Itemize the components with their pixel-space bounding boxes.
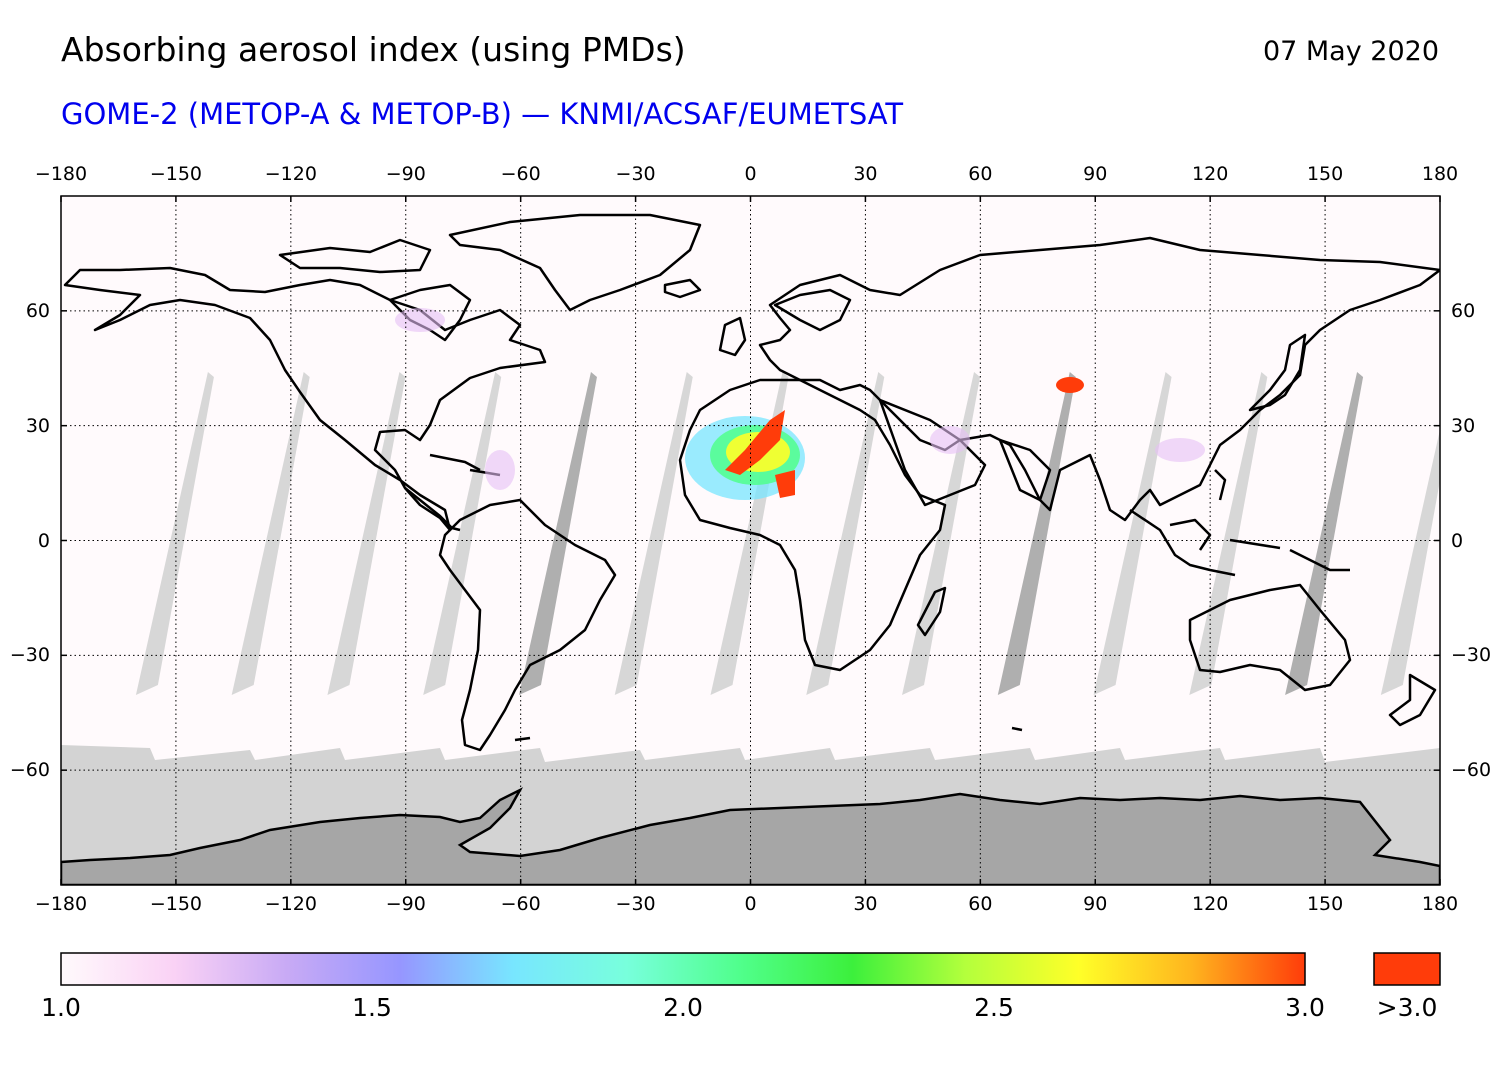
lat-tick-label-right: −60 [1451,759,1492,782]
lat-tick-label-left: 30 [25,414,50,437]
orbit-gap-swath [423,372,502,695]
orbit-gap-swath [1285,372,1364,695]
lon-tick-label-top: 30 [853,163,878,185]
greenland-coastline [448,213,702,312]
map-tickmarks [60,196,1441,885]
scandinavia-coastline [773,288,852,332]
colorbar-overflow-swatch [1373,952,1441,986]
lon-tick-label-bottom: 0 [744,893,757,915]
lon-tick-label-top: 90 [1083,163,1108,185]
lon-tick-label-bottom: −120 [264,893,317,915]
lon-tick-label-bottom: −180 [34,893,88,915]
map-date: 07 May 2020 [1262,36,1439,67]
aerosol-light-patches [395,308,1205,490]
lon-tick-label-bottom: −150 [149,893,202,915]
orbit-gap-swath [997,372,1076,695]
map-title: Absorbing aerosol index (using PMDs) [61,30,686,69]
map-gridlines [61,196,1440,885]
iceland-coastline [663,278,702,299]
japan-coastline [1248,333,1307,412]
lon-tick-label-bottom: −90 [385,893,426,915]
india-coastline [998,438,1052,502]
lon-tick-label-top: 60 [968,163,993,185]
colorbar-tick-label: 2.5 [974,993,1014,1022]
lon-tick-label-bottom: 150 [1306,893,1344,915]
arabia-coastline [878,398,987,507]
colorbar-tick-label: 3.0 [1285,993,1325,1022]
orbit-gap-swath [1189,372,1268,695]
orbit-gap-swath [1380,429,1440,695]
british-isles-coastline [718,316,747,357]
lat-tick-label-right: 60 [1451,299,1476,322]
lon-tick-label-top: −120 [264,163,317,185]
north-america-coastline [63,266,547,532]
lon-tick-label-top: 180 [1421,163,1459,185]
colorbar-tick-label: 1.5 [352,993,392,1022]
colorbar-tick-label: 1.0 [41,993,81,1022]
aerosol-plume-tibet [1056,377,1084,393]
canadian-archipelago-coastline [278,238,432,274]
africa-coastline [678,378,947,672]
aerosol-plume-sahara [685,410,805,500]
lon-tick-label-bottom: 90 [1083,893,1108,915]
lon-tick-label-top: −60 [500,163,541,185]
orbit-gap-swath [327,372,406,695]
eurasia-coastline [758,236,1440,522]
lon-tick-label-bottom: −60 [500,893,541,915]
colorbar-gradient [60,952,1306,986]
orbit-gap-swath [231,372,310,695]
lon-tick-label-top: 0 [744,163,757,185]
south-america-coastline [438,498,617,752]
lon-tick-label-top: 120 [1192,163,1229,185]
lon-tick-label-bottom: 180 [1421,893,1459,915]
orbit-gap-swath [806,372,885,695]
lon-tick-label-bottom: 60 [968,893,993,915]
falklands-south-georgia-coastline [514,726,1023,742]
lat-tick-label-left: −60 [9,759,50,782]
lon-tick-label-bottom: 120 [1192,893,1229,915]
colorbar-tick-label: 2.0 [663,993,703,1022]
lat-tick-label-left: −30 [9,644,50,667]
new-zealand-coastline [1388,673,1437,727]
lon-tick-label-top: −150 [149,163,202,185]
lon-tick-label-top: −30 [615,163,656,185]
orbit-gap-swath [902,372,981,695]
lat-tick-label-left: 60 [25,299,50,322]
orbit-gap-swath [1093,372,1172,695]
central-america-coastline [404,487,461,532]
lat-tick-label-right: 30 [1451,414,1476,437]
coastlines [63,213,1440,752]
southeast-asia-islands-coastline [1129,469,1350,577]
australia-coastline [1188,583,1352,692]
lon-tick-label-bottom: −30 [615,893,656,915]
map-subtitle: GOME-2 (METOP-A & METOP-B) — KNMI/ACSAF/… [61,97,904,131]
lon-tick-label-top: −180 [34,163,88,185]
colorbar-overflow-label: >3.0 [1376,993,1438,1022]
orbit-gap-swath [135,372,214,695]
orbit-gap-swath [614,372,693,695]
lat-tick-label-right: 0 [1451,529,1464,552]
lon-tick-label-bottom: 30 [853,893,878,915]
lon-tick-label-top: 150 [1306,163,1344,185]
lat-tick-label-right: −30 [1451,644,1492,667]
lat-tick-label-left: 0 [37,529,50,552]
madagascar-coastline [916,586,947,637]
lon-tick-label-top: −90 [385,163,426,185]
